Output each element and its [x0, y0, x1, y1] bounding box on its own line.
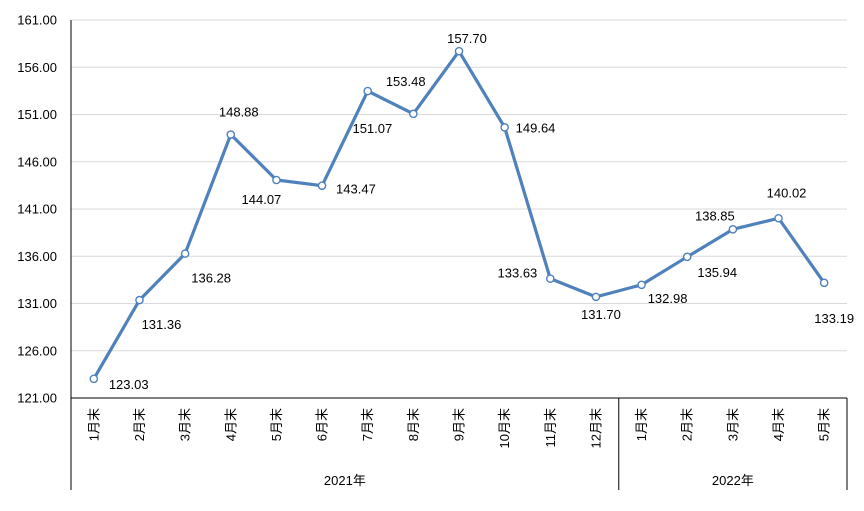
- x-axis-month-label: 5月末: [817, 408, 832, 441]
- x-axis-month-label: 10月末: [497, 408, 512, 448]
- data-point-marker: [545, 274, 555, 283]
- x-axis-month-label: 2月末: [680, 408, 695, 441]
- x-axis-month-label: 5月末: [269, 408, 284, 441]
- data-point-label: 123.03: [109, 377, 149, 392]
- data-point-label: 144.07: [242, 192, 282, 207]
- y-axis-tick-label: 126.00: [17, 343, 57, 358]
- data-point-marker: [500, 123, 509, 132]
- data-point-marker: [774, 213, 783, 223]
- x-axis-month-label: 7月末: [360, 408, 375, 441]
- y-axis-tick-label: 121.00: [17, 391, 57, 406]
- x-axis-year-label: 2021年: [324, 473, 366, 488]
- x-axis-month-label: 12月末: [588, 408, 603, 448]
- y-axis-tick-label: 136.00: [17, 249, 57, 264]
- data-point-marker: [728, 225, 738, 234]
- data-point-marker: [591, 292, 601, 302]
- data-point-label: 133.19: [814, 311, 854, 326]
- data-point-label: 136.28: [191, 271, 231, 286]
- data-point-label: 138.85: [695, 208, 735, 223]
- data-point-marker: [226, 130, 236, 139]
- data-point-marker: [89, 374, 99, 384]
- y-axis-tick-label: 156.00: [17, 60, 57, 75]
- x-axis-year-label: 2022年: [712, 473, 754, 488]
- y-axis-tick-label: 146.00: [17, 154, 57, 169]
- x-axis-month-label: 8月末: [406, 408, 421, 441]
- x-axis-month-label: 4月末: [771, 408, 786, 441]
- x-axis-month-label: 3月末: [178, 408, 193, 441]
- data-point-marker: [409, 109, 418, 119]
- data-point-label: 149.64: [516, 120, 556, 135]
- x-axis-month-label: 11月末: [543, 408, 558, 448]
- data-point-label: 143.47: [336, 182, 376, 197]
- data-point-label: 140.02: [767, 185, 807, 200]
- data-point-marker: [272, 175, 281, 185]
- data-point-label: 132.98: [648, 291, 688, 306]
- data-point-label: 151.07: [352, 121, 392, 136]
- data-point-label: 131.36: [142, 317, 182, 332]
- x-axis-month-label: 6月末: [315, 408, 330, 441]
- data-point-label: 135.94: [697, 265, 737, 280]
- y-axis-tick-label: 151.00: [17, 107, 57, 122]
- data-point-marker: [363, 86, 373, 96]
- y-axis-tick-label: 131.00: [17, 296, 57, 311]
- data-point-label: 148.88: [219, 105, 259, 120]
- x-axis-month-label: 3月末: [725, 408, 740, 441]
- x-axis-month-label: 2月末: [132, 408, 147, 441]
- data-point-label: 131.70: [581, 307, 621, 322]
- x-axis-month-label: 4月末: [223, 408, 238, 441]
- x-axis-month-label: 1月末: [86, 408, 101, 441]
- x-axis-month-label: 9月末: [452, 408, 467, 441]
- data-point-marker: [454, 46, 464, 56]
- data-point-marker: [135, 295, 144, 305]
- data-point-marker: [317, 181, 327, 190]
- data-point-marker: [819, 278, 829, 288]
- y-axis-tick-label: 141.00: [17, 202, 57, 217]
- data-point-label: 133.63: [498, 266, 538, 281]
- y-axis-tick-label: 161.00: [17, 13, 57, 28]
- data-point-label: 153.48: [386, 74, 426, 89]
- data-point-label: 157.70: [447, 31, 487, 46]
- data-point-marker: [180, 249, 190, 258]
- x-axis-month-label: 1月末: [634, 408, 649, 441]
- data-point-marker: [637, 280, 646, 290]
- data-point-marker: [682, 252, 692, 262]
